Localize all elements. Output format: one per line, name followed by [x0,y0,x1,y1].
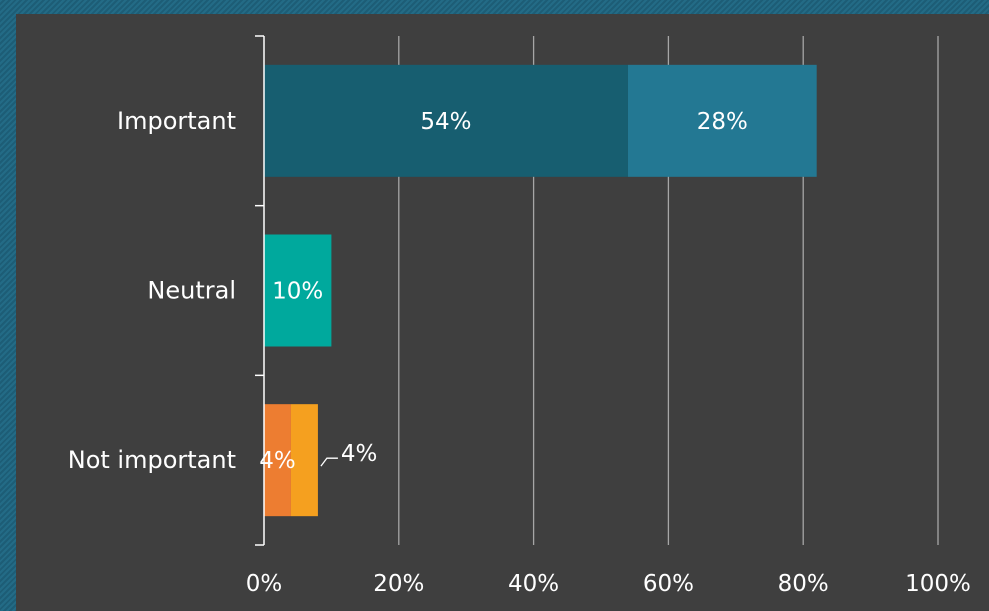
data-label: 54% [420,109,471,135]
category-label: Not important [68,446,236,474]
category-axis [255,35,265,546]
x-tick-label: 0% [246,571,283,597]
bar-segment [627,64,817,177]
leader-line [320,457,338,467]
x-tick-label: 20% [373,571,424,597]
category-label: Important [117,107,236,135]
bar-segment [290,404,318,517]
category-labels: Important Neutral Not important [68,107,236,474]
data-labels: 54% 28% 10% 4% 4% [259,109,748,474]
x-tick-label: 80% [778,571,829,597]
x-tick-label: 60% [643,571,694,597]
x-tick-labels: 0% 20% 40% 60% 80% 100% [246,571,971,597]
bars [264,64,817,517]
bar-segment [264,234,332,347]
category-label: Neutral [147,277,236,305]
bar-segment [264,404,291,517]
data-label: 4% [341,441,378,467]
data-label: 28% [697,109,748,135]
data-label: 10% [272,279,323,305]
bar-segment [264,64,628,177]
data-label: 4% [259,448,296,474]
x-tick-label: 40% [508,571,559,597]
x-tick-label: 100% [905,571,971,597]
